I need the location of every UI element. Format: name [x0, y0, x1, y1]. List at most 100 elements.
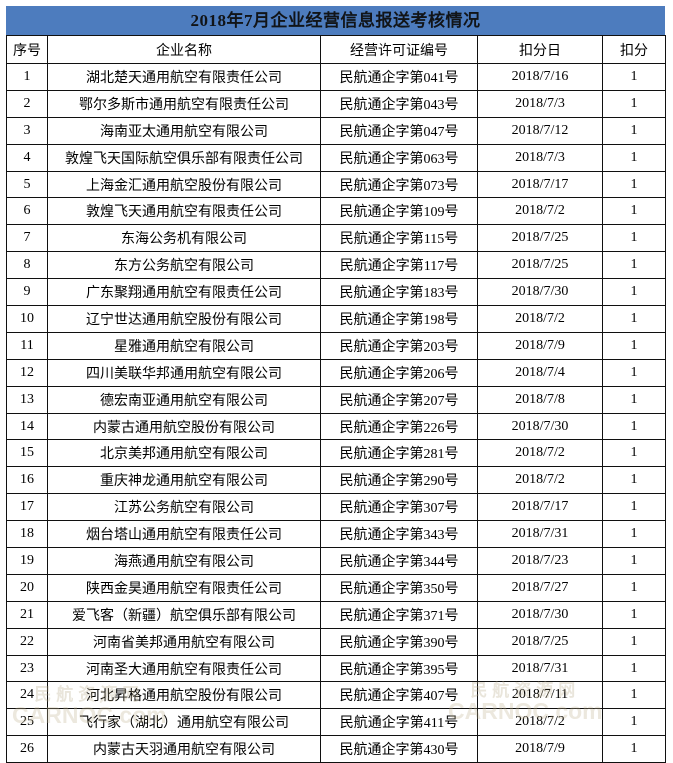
cell-date: 2018/7/31 — [477, 654, 603, 683]
cell-license: 民航通企字第183号 — [320, 278, 478, 307]
cell-date: 2018/7/30 — [477, 412, 603, 441]
cell-company: 湖北楚天通用航空有限责任公司 — [47, 63, 321, 91]
cell-company: 重庆神龙通用航空有限公司 — [47, 466, 321, 495]
cell-points: 1 — [602, 278, 666, 307]
cell-date: 2018/7/2 — [477, 466, 603, 495]
cell-index: 4 — [6, 143, 48, 172]
cell-license: 民航通企字第430号 — [320, 735, 478, 763]
cell-date: 2018/7/2 — [477, 439, 603, 468]
table-row: 11 星雅通用航空有限公司 民航通企字第203号 2018/7/9 1 — [6, 331, 666, 360]
cell-date: 2018/7/9 — [477, 735, 603, 763]
cell-company: 内蒙古通用航空股份有限公司 — [47, 412, 321, 441]
cell-company: 海南亚太通用航空有限公司 — [47, 116, 321, 145]
cell-date: 2018/7/3 — [477, 143, 603, 172]
cell-company: 上海金汇通用航空股份有限公司 — [47, 170, 321, 199]
cell-index: 18 — [6, 520, 48, 549]
cell-index: 21 — [6, 600, 48, 629]
cell-license: 民航通企字第206号 — [320, 358, 478, 387]
cell-points: 1 — [602, 735, 666, 763]
cell-date: 2018/7/2 — [477, 708, 603, 737]
cell-company: 河南省美邦通用航空有限公司 — [47, 627, 321, 656]
cell-points: 1 — [602, 466, 666, 495]
cell-company: 德宏南亚通用航空有限公司 — [47, 385, 321, 414]
cell-points: 1 — [602, 63, 666, 91]
cell-date: 2018/7/8 — [477, 385, 603, 414]
cell-company: 广东聚翔通用航空有限责任公司 — [47, 278, 321, 307]
cell-index: 5 — [6, 170, 48, 199]
cell-company: 东方公务航空有限公司 — [47, 251, 321, 280]
cell-points: 1 — [602, 600, 666, 629]
cell-index: 2 — [6, 89, 48, 118]
cell-license: 民航通企字第371号 — [320, 600, 478, 629]
cell-license: 民航通企字第343号 — [320, 520, 478, 549]
table-row: 19 海燕通用航空有限公司 民航通企字第344号 2018/7/23 1 — [6, 547, 666, 575]
cell-date: 2018/7/9 — [477, 331, 603, 360]
cell-company: 爱飞客（新疆）航空俱乐部有限公司 — [47, 600, 321, 629]
cell-points: 1 — [602, 708, 666, 737]
cell-company: 敦煌飞天通用航空有限责任公司 — [47, 197, 321, 226]
cell-index: 10 — [6, 305, 48, 333]
table-row: 23 河南圣大通用航空有限责任公司 民航通企字第395号 2018/7/31 1 — [6, 654, 666, 683]
cell-company: 敦煌飞天国际航空俱乐部有限责任公司 — [47, 143, 321, 172]
cell-index: 11 — [6, 331, 48, 360]
cell-points: 1 — [602, 520, 666, 549]
cell-index: 16 — [6, 466, 48, 495]
cell-license: 民航通企字第073号 — [320, 170, 478, 199]
cell-index: 19 — [6, 547, 48, 575]
cell-index: 3 — [6, 116, 48, 145]
cell-date: 2018/7/30 — [477, 278, 603, 307]
page-root: 2018年7月企业经营信息报送考核情况 序号 企业名称 经营许可证编号 扣分日 … — [6, 6, 666, 763]
cell-license: 民航通企字第115号 — [320, 224, 478, 253]
cell-company: 河北昇格通用航空股份有限公司 — [47, 681, 321, 710]
cell-index: 7 — [6, 224, 48, 253]
cell-date: 2018/7/30 — [477, 600, 603, 629]
table-body: 1 湖北楚天通用航空有限责任公司 民航通企字第041号 2018/7/16 1 2 鄂尔多斯… — [6, 63, 666, 763]
cell-license: 民航通企字第411号 — [320, 708, 478, 737]
cell-company: 星雅通用航空有限公司 — [47, 331, 321, 360]
assessment-table: 序号 企业名称 经营许可证编号 扣分日 扣分 1 湖北楚天通用航空有限责任公司 民航… — [6, 35, 666, 763]
cell-points: 1 — [602, 654, 666, 683]
cell-license: 民航通企字第041号 — [320, 63, 478, 91]
cell-points: 1 — [602, 89, 666, 118]
cell-points: 1 — [602, 143, 666, 172]
cell-points: 1 — [602, 305, 666, 333]
table-row: 18 烟台塔山通用航空有限责任公司 民航通企字第343号 2018/7/31 1 — [6, 520, 666, 549]
cell-license: 民航通企字第350号 — [320, 573, 478, 602]
cell-company: 陕西金昊通用航空有限责任公司 — [47, 573, 321, 602]
cell-date: 2018/7/17 — [477, 493, 603, 522]
cell-license: 民航通企字第109号 — [320, 197, 478, 226]
cell-index: 25 — [6, 708, 48, 737]
cell-points: 1 — [602, 116, 666, 145]
cell-points: 1 — [602, 385, 666, 414]
cell-license: 民航通企字第047号 — [320, 116, 478, 145]
cell-points: 1 — [602, 224, 666, 253]
cell-points: 1 — [602, 358, 666, 387]
cell-license: 民航通企字第117号 — [320, 251, 478, 280]
cell-company: 江苏公务航空有限公司 — [47, 493, 321, 522]
cell-index: 1 — [6, 63, 48, 91]
cell-points: 1 — [602, 197, 666, 226]
table-row: 21 爱飞客（新疆）航空俱乐部有限公司 民航通企字第371号 2018/7/30 1 — [6, 600, 666, 629]
page-title: 2018年7月企业经营信息报送考核情况 — [190, 11, 481, 30]
column-header-company: 企业名称 — [47, 35, 321, 64]
cell-date: 2018/7/2 — [477, 305, 603, 333]
cell-date: 2018/7/17 — [477, 170, 603, 199]
table-row: 9 广东聚翔通用航空有限责任公司 民航通企字第183号 2018/7/30 1 — [6, 278, 666, 307]
table-row: 5 上海金汇通用航空股份有限公司 民航通企字第073号 2018/7/17 1 — [6, 170, 666, 199]
table-row: 2 鄂尔多斯市通用航空有限责任公司 民航通企字第043号 2018/7/3 1 — [6, 89, 666, 118]
cell-points: 1 — [602, 439, 666, 468]
cell-license: 民航通企字第063号 — [320, 143, 478, 172]
cell-index: 22 — [6, 627, 48, 656]
cell-points: 1 — [602, 627, 666, 656]
cell-index: 14 — [6, 412, 48, 441]
document-title-bar: 2018年7月企业经营信息报送考核情况 — [6, 6, 665, 35]
cell-license: 民航通企字第203号 — [320, 331, 478, 360]
column-header-license: 经营许可证编号 — [320, 35, 478, 64]
table-row: 25 飞行家（湖北）通用航空有限公司 民航通企字第411号 2018/7/2 1 — [6, 708, 666, 737]
cell-company: 鄂尔多斯市通用航空有限责任公司 — [47, 89, 321, 118]
table-row: 17 江苏公务航空有限公司 民航通企字第307号 2018/7/17 1 — [6, 493, 666, 522]
table-row: 1 湖北楚天通用航空有限责任公司 民航通企字第041号 2018/7/16 1 — [6, 63, 666, 91]
cell-date: 2018/7/16 — [477, 63, 603, 91]
cell-license: 民航通企字第226号 — [320, 412, 478, 441]
cell-index: 24 — [6, 681, 48, 710]
